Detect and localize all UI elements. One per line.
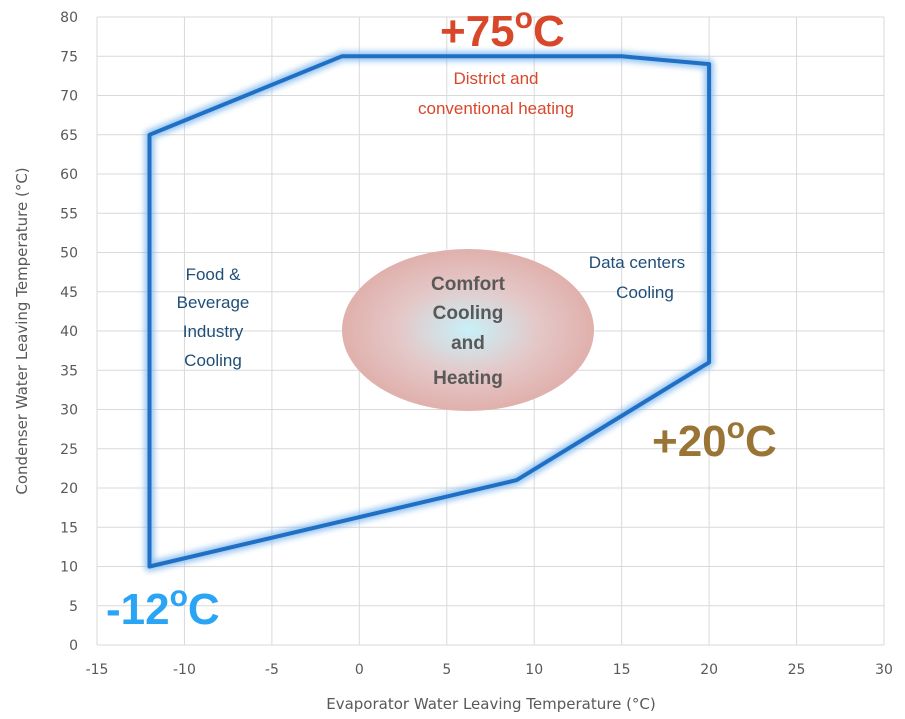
district-heating-label-line2: conventional heating bbox=[418, 99, 574, 118]
x-tick-label: -5 bbox=[265, 662, 279, 678]
food-beverage-label-line1: Food & bbox=[186, 265, 241, 284]
top-limit-annotation: +75oC bbox=[440, 2, 565, 56]
y-tick-label: 15 bbox=[60, 520, 78, 536]
comfort-label-line2: Cooling bbox=[433, 303, 504, 324]
y-tick-label: 55 bbox=[60, 206, 78, 222]
comfort-zone-ellipse bbox=[342, 249, 594, 411]
y-tick-label: 45 bbox=[60, 285, 78, 301]
food-beverage-label-line2: Beverage bbox=[177, 293, 250, 312]
x-tick-label: 25 bbox=[788, 662, 806, 678]
data-centers-label-line2: Cooling bbox=[616, 283, 674, 302]
x-tick-label: 5 bbox=[442, 662, 451, 678]
right-limit-annotation: +20oC bbox=[652, 412, 777, 466]
food-beverage-label-line4: Cooling bbox=[184, 351, 242, 370]
x-tick-labels: -15 -10 -5 0 5 10 15 20 25 30 bbox=[86, 662, 893, 678]
y-axis-title: Condenser Water Leaving Temperature (°C) bbox=[13, 167, 31, 494]
x-axis-title: Evaporator Water Leaving Temperature (°C… bbox=[326, 695, 656, 713]
y-tick-label: 0 bbox=[69, 638, 78, 654]
bottom-limit-annotation: -12oC bbox=[106, 580, 220, 634]
y-tick-label: 60 bbox=[60, 167, 78, 183]
x-tick-label: -10 bbox=[173, 662, 196, 678]
comfort-label-line3: and bbox=[451, 333, 485, 354]
data-centers-label-line1: Data centers bbox=[589, 253, 685, 272]
y-tick-label: 50 bbox=[60, 246, 78, 262]
x-tick-label: 10 bbox=[525, 662, 543, 678]
x-tick-label: 30 bbox=[875, 662, 893, 678]
comfort-label-line4: Heating bbox=[433, 368, 503, 389]
district-heating-label-line1: District and bbox=[453, 69, 538, 88]
x-tick-label: 20 bbox=[700, 662, 718, 678]
x-tick-label: 15 bbox=[613, 662, 631, 678]
y-tick-label: 25 bbox=[60, 442, 78, 458]
y-tick-labels: 0 5 10 15 20 25 30 35 40 45 50 55 60 65 70 75 80 bbox=[60, 10, 78, 654]
y-tick-label: 40 bbox=[60, 324, 78, 340]
y-tick-label: 30 bbox=[60, 403, 78, 419]
food-beverage-label-line3: Industry bbox=[183, 322, 244, 341]
y-tick-label: 10 bbox=[60, 560, 78, 576]
x-tick-label: -15 bbox=[86, 662, 109, 678]
y-tick-label: 35 bbox=[60, 363, 78, 379]
y-tick-label: 75 bbox=[60, 49, 78, 65]
x-tick-label: 0 bbox=[355, 662, 364, 678]
comfort-label-line1: Comfort bbox=[431, 274, 506, 295]
y-tick-label: 70 bbox=[60, 89, 78, 105]
y-tick-label: 80 bbox=[60, 10, 78, 26]
y-tick-label: 65 bbox=[60, 128, 78, 144]
y-tick-label: 5 bbox=[69, 599, 78, 615]
operating-envelope-line bbox=[147, 54, 712, 569]
y-tick-label: 20 bbox=[60, 481, 78, 497]
